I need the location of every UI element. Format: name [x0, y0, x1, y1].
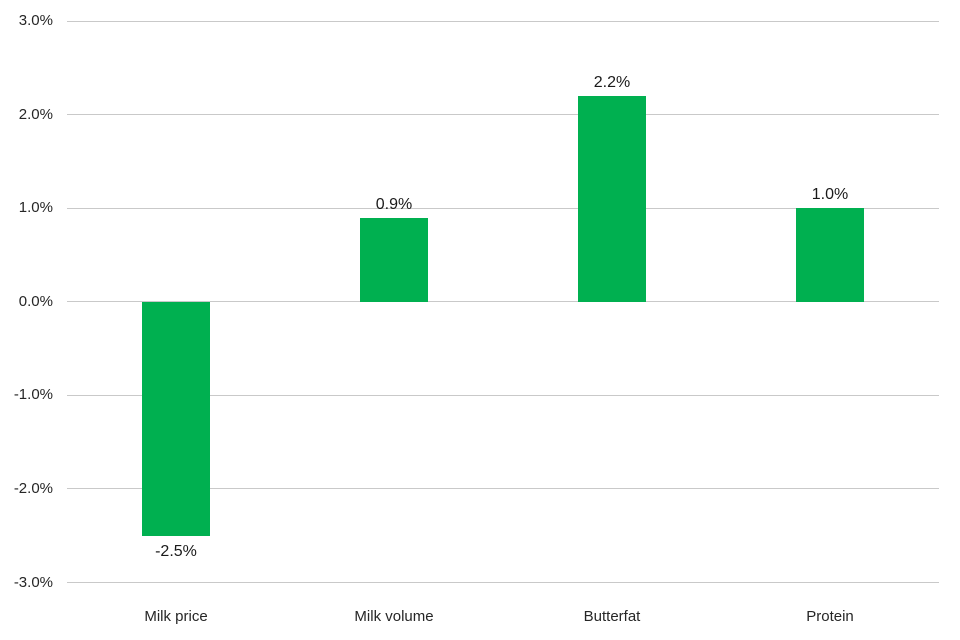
gridline [67, 582, 939, 583]
x-axis-category-label: Milk volume [354, 608, 434, 625]
x-axis-category-label: Butterfat [583, 608, 641, 625]
x-axis-category-label: Milk price [144, 608, 208, 625]
gridline [67, 488, 939, 490]
gridline [67, 394, 939, 396]
y-axis-tick-label: -1.0% [13, 386, 53, 404]
y-axis-tick-label: 1.0% [18, 199, 53, 217]
bar-data-label: 0.9% [375, 195, 413, 213]
x-axis-category-label: Protein [806, 608, 854, 625]
y-axis-tick-label: 2.0% [18, 105, 53, 123]
gridline [67, 20, 939, 22]
bar-milk-volume [360, 217, 428, 302]
bar-milk-price [142, 301, 210, 536]
bar-protein [796, 208, 864, 302]
bar-data-label: 2.2% [593, 73, 631, 91]
bar-data-label: -2.5% [155, 542, 197, 560]
bar-data-label: 1.0% [811, 186, 849, 204]
y-axis-tick-label: 0.0% [18, 292, 53, 310]
gridline [67, 114, 939, 116]
gridline [67, 207, 939, 209]
y-axis-tick-label: -2.0% [13, 479, 53, 497]
bar-butterfat [578, 95, 646, 302]
y-axis-tick-label: 3.0% [18, 12, 53, 29]
gridline [67, 301, 939, 303]
y-axis-tick-label: -3.0% [13, 573, 53, 591]
